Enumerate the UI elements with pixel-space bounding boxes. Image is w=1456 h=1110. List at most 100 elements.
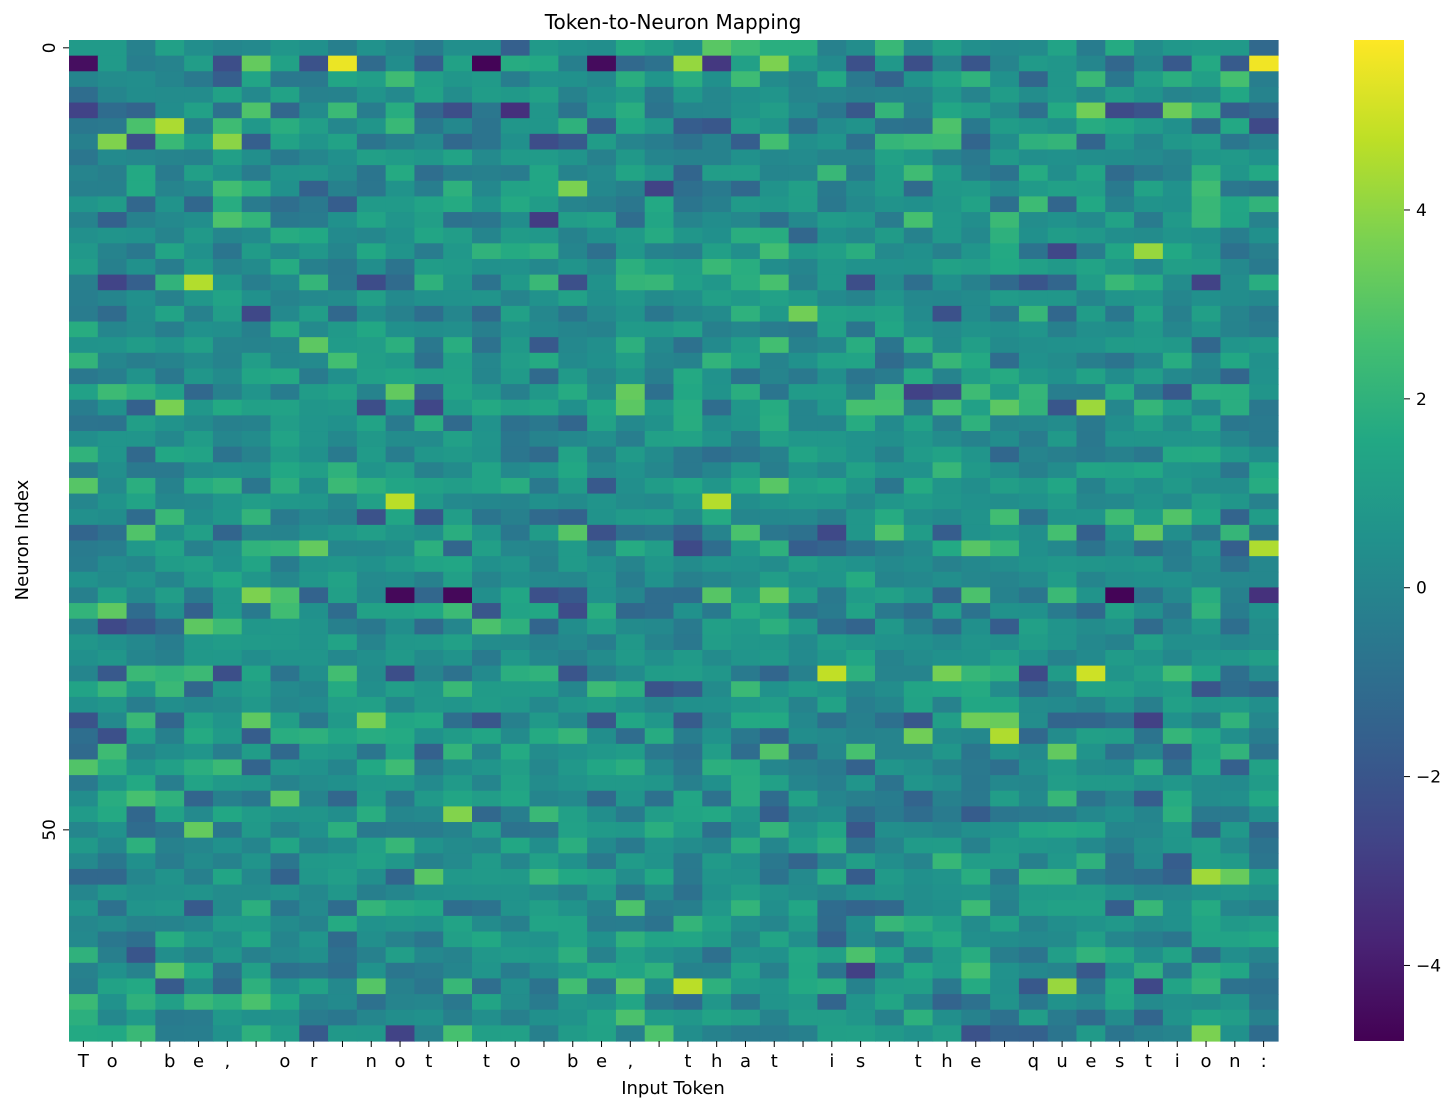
heatmap-cell <box>1076 665 1106 682</box>
x-tick-label: e <box>193 1051 204 1072</box>
heatmap-cell <box>414 634 444 651</box>
heatmap-cell <box>299 509 329 526</box>
heatmap-cell <box>961 258 991 276</box>
heatmap-cell <box>1191 337 1222 354</box>
heatmap-cell <box>241 462 272 479</box>
heatmap-cell <box>1191 55 1222 72</box>
heatmap-cell <box>990 415 1020 432</box>
heatmap-cell <box>961 947 991 964</box>
heatmap-cell <box>932 524 962 542</box>
heatmap-cell <box>615 368 646 385</box>
heatmap-cell <box>97 165 128 182</box>
heatmap-cell <box>1018 884 1049 901</box>
heatmap-cell <box>1105 665 1135 682</box>
heatmap-cell <box>702 133 732 151</box>
heatmap-cell <box>1018 337 1049 354</box>
heatmap-cell <box>1134 196 1164 213</box>
heatmap-cell <box>1162 759 1193 776</box>
heatmap-cell <box>184 446 214 463</box>
heatmap-cell <box>69 212 99 229</box>
heatmap-cell <box>328 743 358 761</box>
heatmap-cell <box>1047 931 1078 948</box>
heatmap-cell <box>817 947 847 964</box>
heatmap-cell <box>558 274 588 291</box>
heatmap-cell <box>846 994 876 1011</box>
heatmap-cell <box>529 759 559 776</box>
heatmap-cell <box>846 931 876 948</box>
heatmap-cell <box>328 556 358 573</box>
heatmap-cell <box>1047 415 1078 432</box>
heatmap-cell <box>1162 368 1193 385</box>
heatmap-cell <box>903 728 934 745</box>
heatmap-cell <box>615 931 646 948</box>
heatmap-cell <box>875 759 905 776</box>
heatmap-cell <box>241 618 272 635</box>
heatmap-cell <box>1134 274 1164 291</box>
heatmap-cell <box>500 853 531 870</box>
heatmap-cell <box>69 431 99 448</box>
heatmap-cell <box>500 728 531 745</box>
heatmap-cell <box>69 243 99 260</box>
heatmap-cell <box>1047 743 1078 761</box>
heatmap-cell <box>328 243 358 260</box>
heatmap-cell <box>702 962 732 980</box>
heatmap-cell <box>961 681 991 698</box>
heatmap-cell <box>731 681 761 698</box>
heatmap-cell <box>1076 337 1106 354</box>
heatmap-cell <box>1134 665 1164 682</box>
heatmap-cell <box>1076 540 1106 557</box>
heatmap-cell <box>184 884 214 901</box>
heatmap-cell <box>69 337 99 354</box>
heatmap-cell <box>212 55 243 72</box>
heatmap-cell <box>961 884 991 901</box>
heatmap-cell <box>414 415 444 432</box>
heatmap-cell <box>759 696 790 714</box>
heatmap-cell <box>69 962 99 980</box>
heatmap-cell <box>903 180 934 198</box>
heatmap-cell <box>759 274 790 291</box>
heatmap-cell <box>1047 775 1078 792</box>
heatmap-cell <box>270 603 300 620</box>
heatmap-cell <box>126 40 156 57</box>
heatmap-cell <box>1191 603 1222 620</box>
heatmap-cell <box>126 947 156 964</box>
heatmap-cell <box>500 274 531 291</box>
heatmap-cell <box>932 290 962 307</box>
heatmap-cell <box>673 102 703 119</box>
heatmap-cell <box>673 634 703 651</box>
heatmap-cell <box>644 649 675 667</box>
heatmap-cell <box>1220 384 1250 401</box>
heatmap-cell <box>1134 915 1164 933</box>
heatmap-cell <box>961 571 991 589</box>
heatmap-cell <box>932 728 962 745</box>
heatmap-cell <box>903 258 934 276</box>
heatmap-cell <box>500 149 531 166</box>
heatmap-cell <box>443 978 473 995</box>
heatmap-cell <box>69 696 99 714</box>
heatmap-cell <box>846 102 876 119</box>
heatmap-cell <box>990 696 1020 714</box>
heatmap-cell <box>673 40 703 57</box>
heatmap-cell <box>587 55 617 72</box>
heatmap-cell <box>212 243 243 260</box>
heatmap-cell <box>1220 368 1250 385</box>
heatmap-cell <box>97 227 128 244</box>
heatmap-cell <box>241 759 272 776</box>
heatmap-cell <box>472 86 502 104</box>
heatmap-cell <box>673 728 703 745</box>
heatmap-cell <box>69 118 99 135</box>
x-tick-label: o <box>510 1051 521 1072</box>
heatmap-cell <box>414 1009 444 1026</box>
heatmap-cell <box>1134 180 1164 198</box>
heatmap-cell <box>1191 71 1222 88</box>
heatmap-cell <box>644 696 675 714</box>
heatmap-cell <box>414 743 444 761</box>
heatmap-cell <box>1105 587 1135 604</box>
heatmap-cell <box>961 102 991 119</box>
heatmap-cell <box>1249 790 1279 807</box>
heatmap-cell <box>385 603 416 620</box>
heatmap-cell <box>875 321 905 338</box>
heatmap-cell <box>817 258 847 276</box>
heatmap-cell <box>587 915 617 933</box>
heatmap-cell <box>414 884 444 901</box>
